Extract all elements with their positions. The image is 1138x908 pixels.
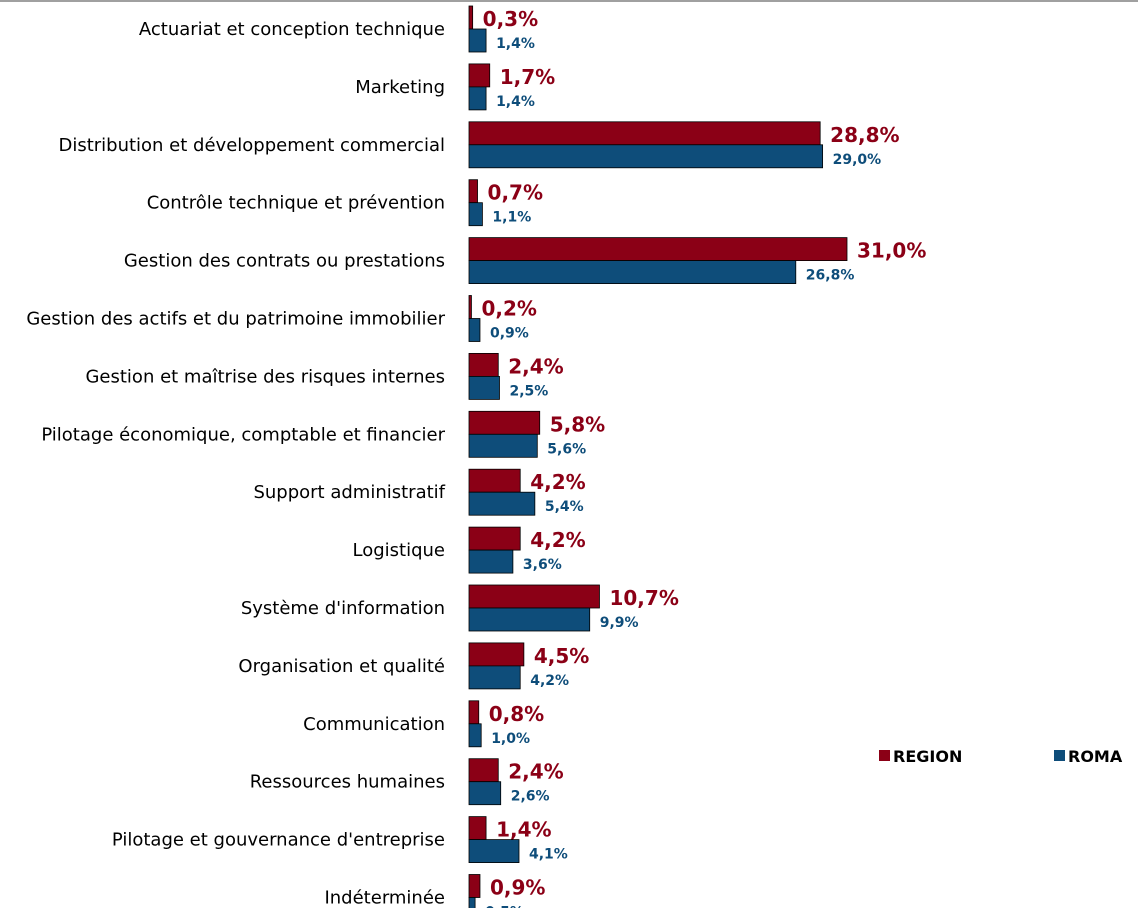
region-value-label: 10,7% xyxy=(609,586,678,610)
roma-value-label: 2,6% xyxy=(511,789,550,805)
roma-value-label: 0,5% xyxy=(485,905,524,908)
roma-value-label: 5,4% xyxy=(545,499,584,515)
legend-region-swatch xyxy=(879,750,890,761)
region-value-label: 0,7% xyxy=(488,181,543,205)
category-label: Gestion des actifs et du patrimoine immo… xyxy=(26,309,445,330)
region-bar xyxy=(468,352,499,377)
roma-bar xyxy=(468,781,502,806)
category-label: Distribution et développement commercial xyxy=(58,135,445,156)
region-value-label: 2,4% xyxy=(508,354,563,378)
category-label: Ressources humaines xyxy=(250,772,445,793)
region-value-label: 28,8% xyxy=(830,123,899,147)
region-bar xyxy=(468,642,525,667)
region-value-label: 5,8% xyxy=(550,412,605,436)
region-bar xyxy=(468,410,541,435)
region-value-label: 2,4% xyxy=(508,760,563,784)
roma-value-label: 1,4% xyxy=(496,36,535,52)
legend-roma-swatch xyxy=(1054,750,1065,761)
region-value-label: 0,9% xyxy=(490,876,545,900)
roma-value-label: 9,9% xyxy=(600,615,639,631)
roma-bar xyxy=(468,28,487,53)
region-bar xyxy=(468,179,478,204)
roma-value-label: 1,4% xyxy=(496,94,535,110)
category-label: Système d'information xyxy=(241,598,445,619)
category-label: Support administratif xyxy=(253,482,445,503)
category-label: Gestion et maîtrise des risques internes xyxy=(85,366,445,387)
roma-bar xyxy=(468,839,520,863)
region-bar xyxy=(468,295,472,319)
roma-bar xyxy=(468,318,481,342)
roma-value-label: 1,1% xyxy=(492,210,531,226)
category-label: Pilotage économique, comptable et financ… xyxy=(41,424,445,445)
region-bar xyxy=(468,526,521,551)
region-bar xyxy=(468,5,474,30)
legend-roma-label: ROMA xyxy=(1068,747,1123,766)
roma-bar xyxy=(468,723,482,748)
roma-bar xyxy=(468,897,476,908)
region-value-label: 0,8% xyxy=(489,702,544,726)
region-bar xyxy=(468,700,480,725)
roma-bar xyxy=(468,375,500,400)
roma-value-label: 0,9% xyxy=(490,326,529,342)
legend-region-label: REGION xyxy=(893,747,962,766)
roma-bar xyxy=(468,491,536,516)
roma-bar xyxy=(468,202,483,227)
roma-value-label: 26,8% xyxy=(806,268,855,284)
region-value-label: 1,7% xyxy=(500,65,555,89)
roma-bar xyxy=(468,607,591,632)
roma-bar xyxy=(468,549,514,574)
roma-bar xyxy=(468,433,538,458)
roma-value-label: 3,6% xyxy=(523,557,562,573)
region-bar xyxy=(468,758,499,783)
roma-bar xyxy=(468,665,521,690)
roma-bar xyxy=(468,86,487,111)
category-label: Actuariat et conception technique xyxy=(139,19,445,40)
top-border-line xyxy=(0,0,1138,2)
region-value-label: 1,4% xyxy=(496,818,551,842)
region-value-label: 4,2% xyxy=(530,528,585,552)
region-value-label: 0,2% xyxy=(481,297,536,321)
category-label: Logistique xyxy=(353,540,446,561)
roma-value-label: 2,5% xyxy=(509,383,548,399)
category-label: Pilotage et gouvernance d'entreprise xyxy=(112,830,445,851)
category-label: Marketing xyxy=(355,77,445,98)
region-value-label: 4,5% xyxy=(534,644,589,668)
category-label: Gestion des contrats ou prestations xyxy=(124,251,445,272)
region-value-label: 0,3% xyxy=(483,7,538,31)
region-bar xyxy=(468,874,481,898)
region-bar xyxy=(468,237,848,262)
roma-bar xyxy=(468,144,824,169)
category-label: Organisation et qualité xyxy=(238,656,445,677)
roma-value-label: 5,6% xyxy=(547,441,586,457)
region-bar xyxy=(468,468,521,493)
category-label: Contrôle technique et prévention xyxy=(147,193,445,214)
roma-value-label: 29,0% xyxy=(833,152,882,168)
region-value-label: 31,0% xyxy=(857,239,926,263)
region-bar xyxy=(468,584,600,609)
region-bar xyxy=(468,816,487,840)
roma-value-label: 4,2% xyxy=(530,673,569,689)
region-value-label: 4,2% xyxy=(530,470,585,494)
roma-bar xyxy=(468,260,797,285)
category-label: Indéterminée xyxy=(324,888,445,908)
region-bar xyxy=(468,63,491,88)
roma-value-label: 1,0% xyxy=(491,731,530,747)
region-bar xyxy=(468,121,821,146)
category-label: Communication xyxy=(303,714,445,735)
roma-value-label: 4,1% xyxy=(529,847,568,863)
